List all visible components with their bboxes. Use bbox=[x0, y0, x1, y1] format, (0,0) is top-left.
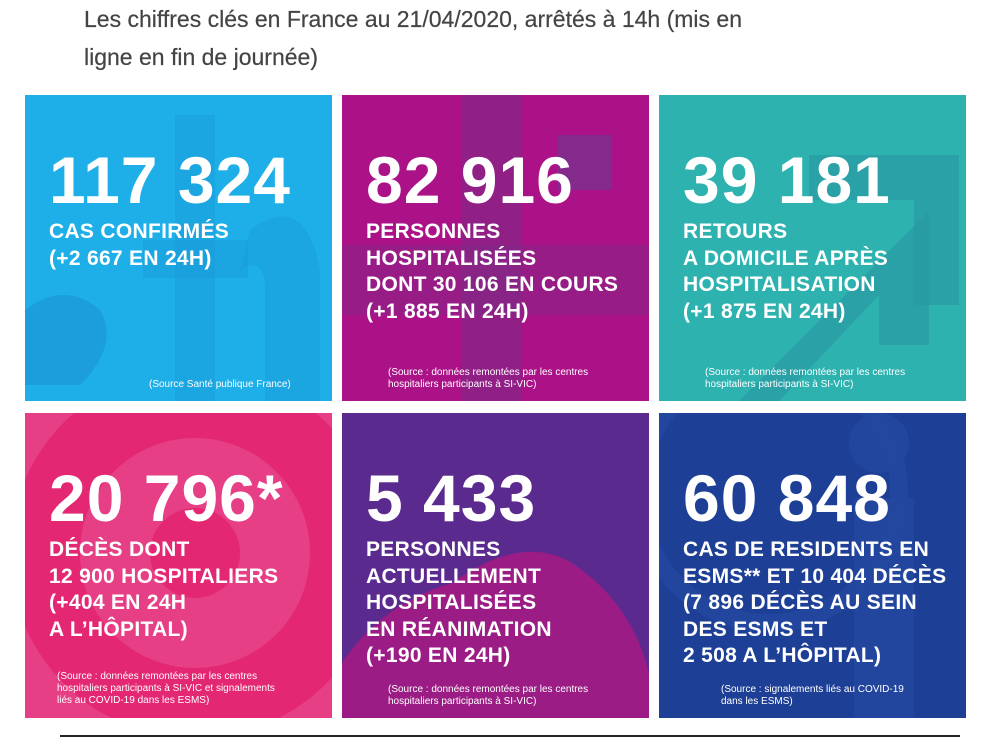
confirmed-cases-label: CAS CONFIRMÉS (+2 667 EN 24H) bbox=[49, 219, 229, 272]
returned-home-label: RETOURS A DOMICILE APRÈS HOSPITALISATION… bbox=[683, 219, 888, 325]
heading-line-1: Les chiffres clés en France au 21/04/202… bbox=[84, 6, 743, 32]
returned-home-source: (Source : données remontées par les cent… bbox=[705, 367, 905, 391]
esms-source: (Source : signalements liés au COVID-19 … bbox=[721, 684, 904, 708]
source-line: hospitaliers participants à SI-VIC et si… bbox=[57, 683, 275, 694]
label-line: HOSPITALISÉES bbox=[366, 591, 537, 614]
deaths-number: 20 796* bbox=[49, 461, 284, 535]
esms-label: CAS DE RESIDENTS EN ESMS** ET 10 404 DÉC… bbox=[683, 537, 946, 670]
hospitalized-label: PERSONNES HOSPITALISÉES DONT 30 106 EN C… bbox=[366, 219, 618, 325]
heading-line-2: ligne en fin de journée) bbox=[84, 44, 318, 70]
hospitalized-source: (Source : données remontées par les cent… bbox=[388, 367, 588, 391]
bottom-divider bbox=[60, 735, 960, 737]
tile-confirmed-cases: 117 324 CAS CONFIRMÉS (+2 667 EN 24H) (S… bbox=[25, 95, 332, 401]
source-line: (Source : données remontées par les cent… bbox=[388, 367, 589, 378]
label-line: (7 896 DÉCÈS AU SEIN bbox=[683, 591, 917, 614]
source-line: (Source : données remontées par les cent… bbox=[388, 684, 589, 695]
label-line: DONT 30 106 EN COURS bbox=[366, 273, 619, 296]
page-heading: Les chiffres clés en France au 21/04/202… bbox=[84, 0, 924, 76]
source-line: hospitaliers participants à SI-VIC) bbox=[705, 379, 854, 390]
label-line: (+1 875 EN 24H) bbox=[683, 299, 846, 323]
label-line: (+404 EN 24H bbox=[49, 591, 187, 614]
source-line: hospitaliers participants à SI-VIC) bbox=[388, 696, 537, 707]
tile-deaths: 20 796* DÉCÈS DONT 12 900 HOSPITALIERS (… bbox=[25, 413, 332, 718]
label-line: PERSONNES bbox=[366, 538, 501, 561]
source-line: (Source : signalements liés au COVID-19 bbox=[721, 684, 904, 695]
tile-esms-residents: 60 848 CAS DE RESIDENTS EN ESMS** ET 10 … bbox=[659, 413, 966, 718]
label-line: 2 508 A L’HÔPITAL) bbox=[683, 644, 882, 667]
source-line: (Source : données remontées par les cent… bbox=[57, 671, 258, 682]
tile-hospitalized: 82 916 PERSONNES HOSPITALISÉES DONT 30 1… bbox=[342, 95, 649, 401]
label-line: EN RÉANIMATION bbox=[366, 617, 552, 641]
label-line: A DOMICILE APRÈS bbox=[683, 246, 889, 270]
label-line: CAS CONFIRMÉS bbox=[49, 220, 230, 243]
label-line: PERSONNES bbox=[366, 220, 501, 243]
icu-label: PERSONNES ACTUELLEMENT HOSPITALISÉES EN … bbox=[366, 537, 552, 670]
tile-icu: 5 433 PERSONNES ACTUELLEMENT HOSPITALISÉ… bbox=[342, 413, 649, 718]
label-line: DÉCÈS DONT bbox=[49, 538, 190, 561]
label-line: ESMS** ET 10 404 DÉCÈS bbox=[683, 564, 947, 588]
label-line: HOSPITALISATION bbox=[683, 273, 876, 296]
tile-returned-home: 39 181 RETOURS A DOMICILE APRÈS HOSPITAL… bbox=[659, 95, 966, 401]
confirmed-cases-source: (Source Santé publique France) bbox=[149, 379, 291, 391]
icu-source: (Source : données remontées par les cent… bbox=[388, 684, 588, 708]
source-line: hospitaliers participants à SI-VIC) bbox=[388, 379, 537, 390]
label-line: (+2 667 EN 24H) bbox=[49, 246, 212, 270]
label-line: HOSPITALISÉES bbox=[366, 246, 537, 270]
confirmed-cases-number: 117 324 bbox=[49, 143, 291, 217]
label-line: (+190 EN 24H) bbox=[366, 644, 511, 667]
source-line: dans les ESMS) bbox=[721, 696, 793, 707]
label-line: CAS DE RESIDENTS EN bbox=[683, 538, 930, 561]
source-line: (Source : données remontées par les cent… bbox=[705, 367, 906, 378]
label-line: 12 900 HOSPITALIERS bbox=[49, 564, 279, 588]
deaths-label: DÉCÈS DONT 12 900 HOSPITALIERS (+404 EN … bbox=[49, 537, 278, 643]
label-line: A L’HÔPITAL) bbox=[49, 617, 188, 641]
icu-number: 5 433 bbox=[366, 461, 537, 535]
esms-number: 60 848 bbox=[683, 461, 891, 535]
deaths-source: (Source : données remontées par les cent… bbox=[57, 671, 275, 707]
hospitalized-number: 82 916 bbox=[366, 143, 574, 217]
label-line: DES ESMS ET bbox=[683, 617, 828, 641]
label-line: RETOURS bbox=[683, 220, 788, 243]
source-line: (Source Santé publique France) bbox=[149, 379, 291, 390]
returned-home-number: 39 181 bbox=[683, 143, 891, 217]
source-line: liés au COVID-19 dans les ESMS) bbox=[57, 695, 210, 706]
label-line: (+1 885 EN 24H) bbox=[366, 299, 529, 323]
label-line: ACTUELLEMENT bbox=[366, 564, 542, 588]
